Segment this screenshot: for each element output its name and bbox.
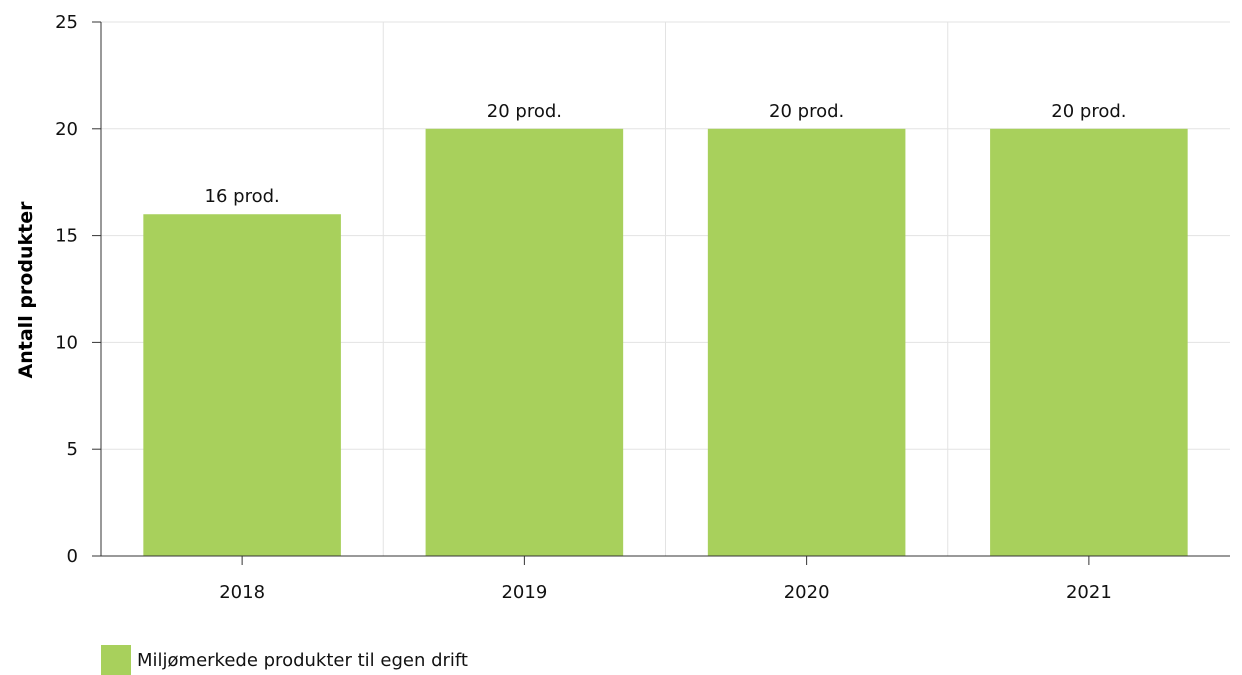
data-label-2019: 20 prod.: [487, 101, 562, 122]
bar-2021[interactable]: [990, 128, 1188, 557]
data-label-2018: 16 prod.: [205, 186, 280, 207]
y-tick-label: 10: [55, 332, 78, 353]
data-label-2020: 20 prod.: [769, 101, 844, 122]
x-tick-label-2020: 2020: [784, 582, 830, 603]
legend-label: Miljømerkede produkter til egen drift: [137, 649, 468, 671]
data-label-2021: 20 prod.: [1051, 101, 1126, 122]
bars: [143, 128, 1188, 557]
y-tick-label: 5: [67, 439, 78, 460]
y-tick-label: 15: [55, 226, 78, 247]
x-tick-label-2021: 2021: [1066, 582, 1112, 603]
bar-2020[interactable]: [707, 128, 906, 557]
legend-swatch: [101, 645, 131, 675]
y-tick-label: 20: [55, 119, 78, 140]
axes: [92, 21, 1230, 565]
legend[interactable]: Miljømerkede produkter til egen drift: [101, 645, 468, 675]
y-tick-label: 0: [67, 546, 78, 567]
bar-2019[interactable]: [425, 128, 624, 557]
y-tick-label: 25: [55, 12, 78, 33]
y-axis-title: Antall produkter: [15, 201, 37, 379]
labels: 0 5 10 15 20 25 16 prod. 2018 20 prod. 2019 20 pro…: [55, 12, 1126, 603]
x-tick-label-2019: 2019: [501, 582, 547, 603]
x-tick-label-2018: 2018: [219, 582, 265, 603]
bar-2018[interactable]: [143, 214, 341, 557]
